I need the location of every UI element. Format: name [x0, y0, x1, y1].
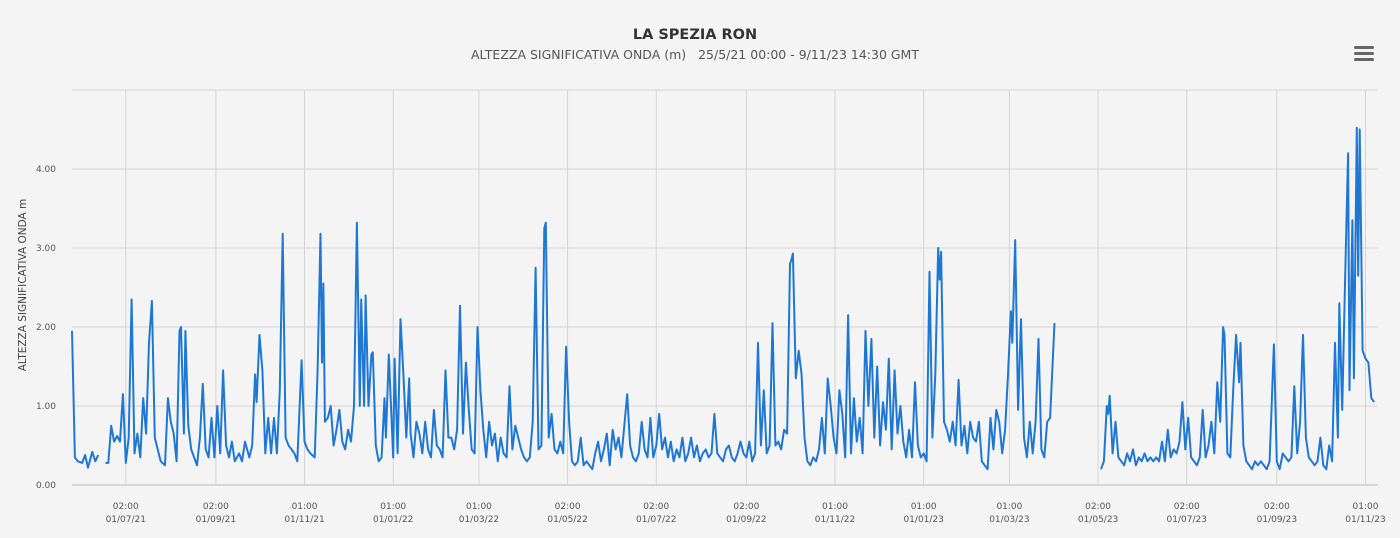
x-tick-date: 01/11/21	[284, 515, 324, 525]
x-tick-date: 01/01/23	[903, 515, 943, 525]
x-tick-date: 01/09/22	[726, 515, 766, 525]
hamburger-menu-icon[interactable]	[1354, 46, 1374, 62]
y-tick-label: 2.00	[36, 323, 56, 333]
x-tick-time: 01:00	[292, 502, 318, 512]
x-tick-time: 02:00	[203, 502, 229, 512]
x-tick-time: 01:00	[822, 502, 848, 512]
y-tick-label: 3.00	[36, 244, 56, 254]
menu-bar-2	[1354, 52, 1374, 55]
chart-title: LA SPEZIA RON	[632, 27, 758, 43]
x-axis-ticks: 02:00 01/07/21 02:00 01/09/21 01:00 01/11/21 0…	[106, 502, 1386, 525]
x-tick-date: 01/03/23	[989, 515, 1029, 525]
x-tick-time: 02:00	[1174, 502, 1200, 512]
x-tick-date: 01/11/23	[1345, 515, 1385, 525]
x-tick-time: 01:00	[911, 502, 937, 512]
menu-bar-1	[1354, 46, 1374, 49]
series-line	[105, 221, 1056, 471]
grid-lines	[72, 89, 1378, 486]
x-tick-time: 02:00	[733, 502, 759, 512]
x-tick-time: 01:00	[466, 502, 492, 512]
x-tick-time: 02:00	[643, 502, 669, 512]
y-axis-ticks: 0.00 1.00 2.00 3.00 4.00	[36, 165, 56, 491]
menu-bar-3	[1354, 58, 1374, 61]
chart-subtitle: ALTEZZA SIGNIFICATIVA ONDA (m) 25/5/21 0…	[471, 47, 919, 62]
x-tick-date: 01/05/22	[547, 515, 587, 525]
y-tick-label: 1.00	[36, 402, 56, 412]
x-tick-date: 01/09/23	[1257, 515, 1297, 525]
series-line	[1100, 126, 1376, 471]
y-tick-label: 4.00	[36, 165, 56, 175]
x-tick-date: 01/07/21	[106, 515, 146, 525]
x-tick-date: 01/03/22	[459, 515, 499, 525]
x-tick-date: 01/05/23	[1078, 515, 1118, 525]
x-tick-date: 01/01/22	[373, 515, 413, 525]
series-lines	[71, 126, 1376, 471]
x-tick-date: 01/11/22	[815, 515, 855, 525]
series-line	[71, 330, 100, 469]
x-tick-time: 01:00	[1353, 502, 1379, 512]
x-tick-time: 01:00	[996, 502, 1022, 512]
x-tick-time: 02:00	[555, 502, 581, 512]
x-tick-time: 02:00	[1264, 502, 1290, 512]
y-tick-label: 0.00	[36, 481, 56, 491]
x-tick-date: 01/09/21	[196, 515, 236, 525]
x-tick-date: 01/07/23	[1167, 515, 1207, 525]
x-tick-date: 01/07/22	[636, 515, 676, 525]
x-tick-time: 01:00	[380, 502, 406, 512]
x-tick-time: 02:00	[113, 502, 139, 512]
x-tick-time: 02:00	[1085, 502, 1111, 512]
